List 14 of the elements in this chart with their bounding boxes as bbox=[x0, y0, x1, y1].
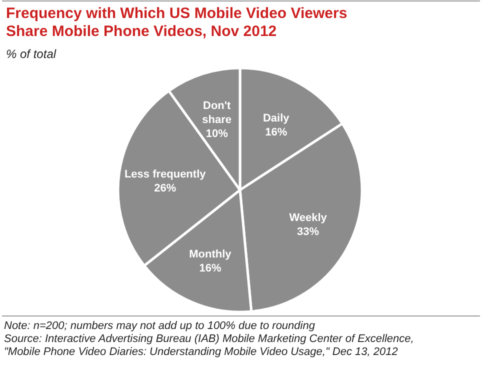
data-label: 16% bbox=[199, 262, 222, 275]
text: Note: n=200; numbers may not add up to 100% due to rounding bbox=[4, 320, 316, 332]
data-label: 16% bbox=[265, 126, 288, 139]
slice-label: Weekly bbox=[289, 212, 328, 224]
data-label: 26% bbox=[154, 182, 176, 194]
source-note: Source: Interactive Advertising Bureau (IAB) Mobile Marketing Center of Excellence, "Mobile Phone Video Diaries: Understanding Mobile Video Usage," Dec 13, 2012 bbox=[4, 333, 414, 358]
chart-title: Frequency with Which US Mobile Video Viewers Share Mobile Phone Videos, Nov 2012 bbox=[6, 5, 348, 40]
chart-subtitle: % of total bbox=[6, 47, 56, 61]
slice-label: Don't share bbox=[202, 100, 232, 126]
data-label: 33% bbox=[297, 226, 320, 238]
slice-label: Monthly bbox=[189, 248, 232, 261]
slice-label: Less frequently bbox=[124, 168, 207, 180]
data-label: 10% bbox=[206, 128, 228, 140]
slice-label: Daily bbox=[262, 112, 290, 125]
